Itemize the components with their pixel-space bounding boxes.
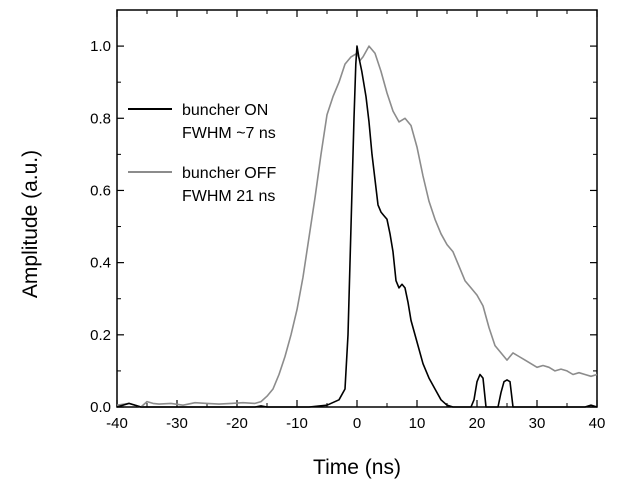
series-layer [116,45,598,408]
y-tick-label: 0.4 [90,255,111,272]
y-axis-ticks: 0.0 0.2 0.4 0.6 0.8 1.0 [90,9,597,416]
y-tick-label: 0.2 [90,327,111,344]
legend-label-buncher-on: buncher ON [182,102,268,119]
y-tick-label: 1.0 [90,38,111,55]
legend-sublabel-buncher-on: FWHM ~7 ns [182,125,276,142]
x-tick-label: 20 [469,415,486,432]
y-tick-label: 0.0 [90,399,111,416]
x-tick-label: 0 [353,415,361,432]
x-tick-label: 30 [529,415,546,432]
legend: buncher ON FWHM ~7 ns buncher OFF FWHM 2… [128,102,276,205]
x-axis-title: Time (ns) [313,456,401,479]
plot-frame [116,9,598,408]
x-tick-label: 10 [409,415,426,432]
x-tick-label: 40 [589,415,606,432]
y-tick-label: 0.6 [90,182,111,199]
y-tick-label: 0.8 [90,110,111,127]
y-axis-title: Amplitude (a.u.) [19,150,42,298]
x-tick-label: -40 [106,415,128,432]
plot-border [116,9,598,408]
legend-sublabel-buncher-off: FWHM 21 ns [182,188,275,205]
legend-label-buncher-off: buncher OFF [182,165,276,182]
x-tick-label: -30 [166,415,188,432]
series-line-buncher-on [116,45,598,408]
x-axis-ticks: -40 -30 -20 -10 0 10 20 30 40 [106,10,605,432]
series-line-buncher-off [116,45,598,408]
x-tick-label: -10 [286,415,308,432]
x-tick-label: -20 [226,415,248,432]
